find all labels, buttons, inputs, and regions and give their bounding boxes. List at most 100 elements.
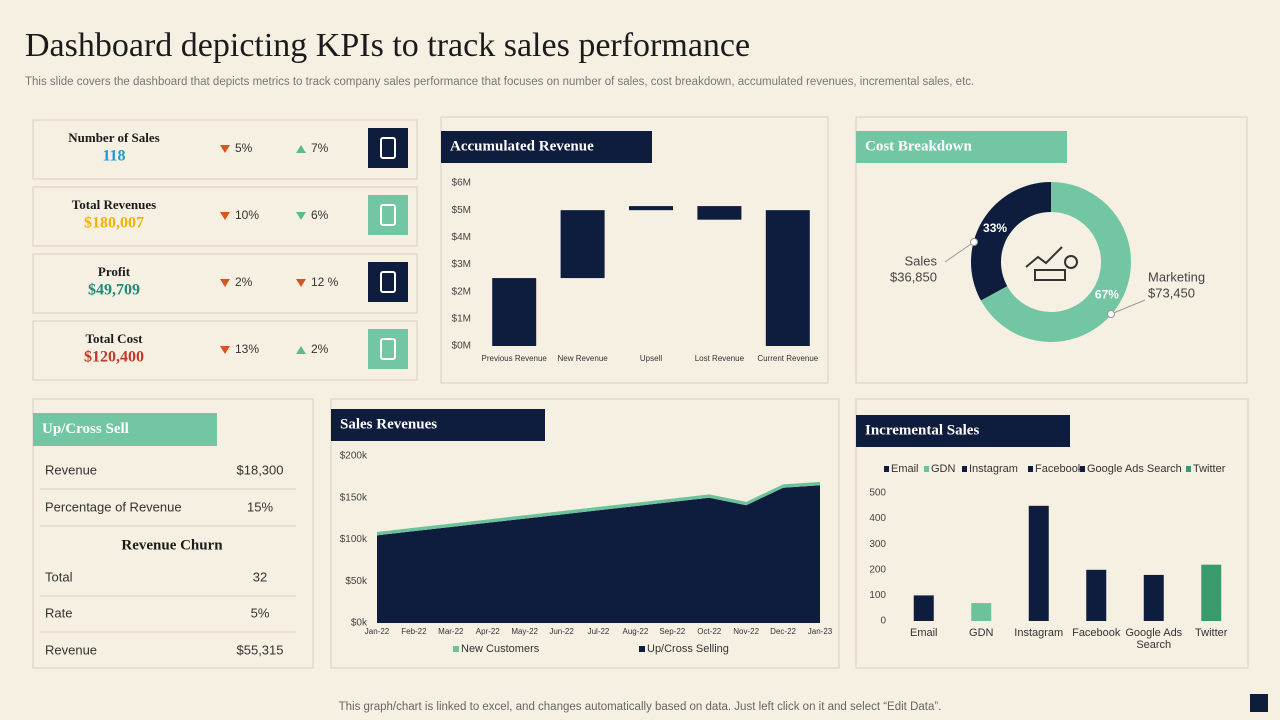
y-tick-label: $5M (452, 205, 471, 216)
x-tick-label-box: Google Ads Search (1125, 627, 1183, 651)
kpi-icon (368, 195, 408, 235)
slice-name: Sales (904, 253, 937, 268)
x-tick-label: Google Ads Search (1125, 627, 1183, 651)
waterfall-bar (697, 206, 742, 220)
x-tick-label: Aug-22 (623, 627, 649, 636)
panel (440, 116, 829, 384)
y-tick-label: $50k (345, 576, 368, 587)
page-subtitle: This slide covers the dashboard that dep… (25, 76, 974, 88)
row-label: Total (45, 569, 73, 584)
x-tick-label: Sep-22 (659, 627, 685, 636)
callout-dot (970, 238, 978, 246)
kpi-icon (368, 262, 408, 302)
row-label: Percentage of Revenue (45, 499, 182, 514)
row-label: Revenue (45, 642, 97, 657)
y-tick-label: $1M (452, 313, 471, 324)
y-tick-label: $2M (452, 286, 471, 297)
slice-amount: $36,850 (890, 269, 937, 284)
kpi-card (32, 320, 418, 381)
center-icon (1064, 255, 1078, 269)
x-tick-label: GDN (969, 627, 994, 639)
x-tick-label: Upsell (640, 354, 662, 363)
legend-swatch (884, 466, 889, 472)
trend-arrow (220, 346, 230, 354)
waterfall-bar (629, 206, 673, 211)
center-icon (1025, 246, 1063, 268)
kpi-change: 6% (311, 208, 329, 222)
y-tick-label: 200 (869, 564, 886, 575)
row-label: Revenue (45, 462, 97, 477)
trend-arrow (296, 212, 306, 220)
slice-percent: 33% (983, 221, 1007, 235)
row-value: 15% (247, 499, 273, 514)
panel-header (33, 413, 217, 446)
legend-label: Google Ads Search (1087, 463, 1182, 475)
kpi-label: Profit (98, 264, 131, 279)
kpi-change: 2% (311, 342, 329, 356)
panel (32, 398, 314, 669)
legend-swatch (924, 466, 929, 472)
y-tick-label: 500 (869, 488, 886, 499)
panel-header (331, 409, 545, 441)
kpi-label: Total Cost (86, 331, 144, 346)
kpi-label: Total Revenues (72, 197, 156, 212)
legend-label: Email (891, 463, 919, 475)
slice-name: Marketing (1148, 269, 1205, 284)
panel-header (856, 415, 1070, 447)
legend-label: Up/Cross Selling (647, 643, 729, 655)
slice-amount: $73,450 (1148, 285, 1195, 300)
x-tick-label: Jan-22 (365, 627, 390, 636)
legend-swatch (1080, 466, 1085, 472)
y-tick-label: $150k (340, 492, 368, 503)
center-icon (1034, 269, 1066, 281)
kpi-value: $180,007 (84, 215, 144, 232)
x-tick-label: Nov-22 (733, 627, 759, 636)
row-label: Rate (45, 605, 72, 620)
legend-label: New Customers (461, 643, 540, 655)
kpi-icon-glyph (380, 271, 396, 293)
row-value: $55,315 (237, 642, 284, 657)
kpi-icon (368, 329, 408, 369)
x-tick-label: Twitter (1195, 627, 1228, 639)
legend-label: GDN (931, 463, 956, 475)
kpi-label: Number of Sales (68, 130, 159, 145)
y-tick-label: 300 (869, 539, 886, 550)
panel-header (441, 131, 652, 163)
y-tick-label: 100 (869, 590, 886, 601)
footer: This graph/chart is linked to excel, and… (339, 701, 942, 713)
row-value: 32 (253, 569, 267, 584)
kpi-value: 118 (102, 148, 125, 165)
panel (855, 116, 1248, 384)
kpi-change: 5% (235, 141, 253, 155)
bar (1201, 564, 1222, 621)
trend-arrow (296, 279, 306, 287)
waterfall-bar (765, 210, 810, 346)
x-tick-label-box: Facebook (1072, 627, 1120, 639)
panel-title: Cost Breakdown (865, 138, 972, 154)
panel-header (856, 131, 1067, 163)
x-tick-label: Instagram (1014, 627, 1064, 639)
bar (1086, 569, 1107, 621)
panel-title: Up/Cross Sell (42, 421, 129, 437)
bar (1143, 574, 1164, 621)
corner-mark (1250, 694, 1268, 712)
area-series (377, 485, 820, 623)
x-tick-label-box: Email (910, 627, 938, 639)
callout-line (1110, 299, 1146, 315)
x-tick-label: Jun-22 (549, 627, 574, 636)
trend-arrow (220, 212, 230, 220)
y-tick-label: 400 (869, 513, 886, 524)
x-tick-label: Lost Revenue (695, 354, 745, 363)
legend-swatch (453, 646, 459, 652)
trend-arrow (220, 145, 230, 153)
waterfall-bar (492, 278, 537, 346)
bar (1028, 505, 1049, 621)
trend-arrow (220, 279, 230, 287)
y-tick-label: 0 (880, 616, 886, 627)
legend-swatch (1186, 466, 1191, 472)
x-tick-label-box: Twitter (1195, 627, 1228, 639)
bar (913, 595, 934, 621)
legend-swatch (1028, 466, 1033, 472)
panel-title: Accumulated Revenue (450, 138, 594, 154)
